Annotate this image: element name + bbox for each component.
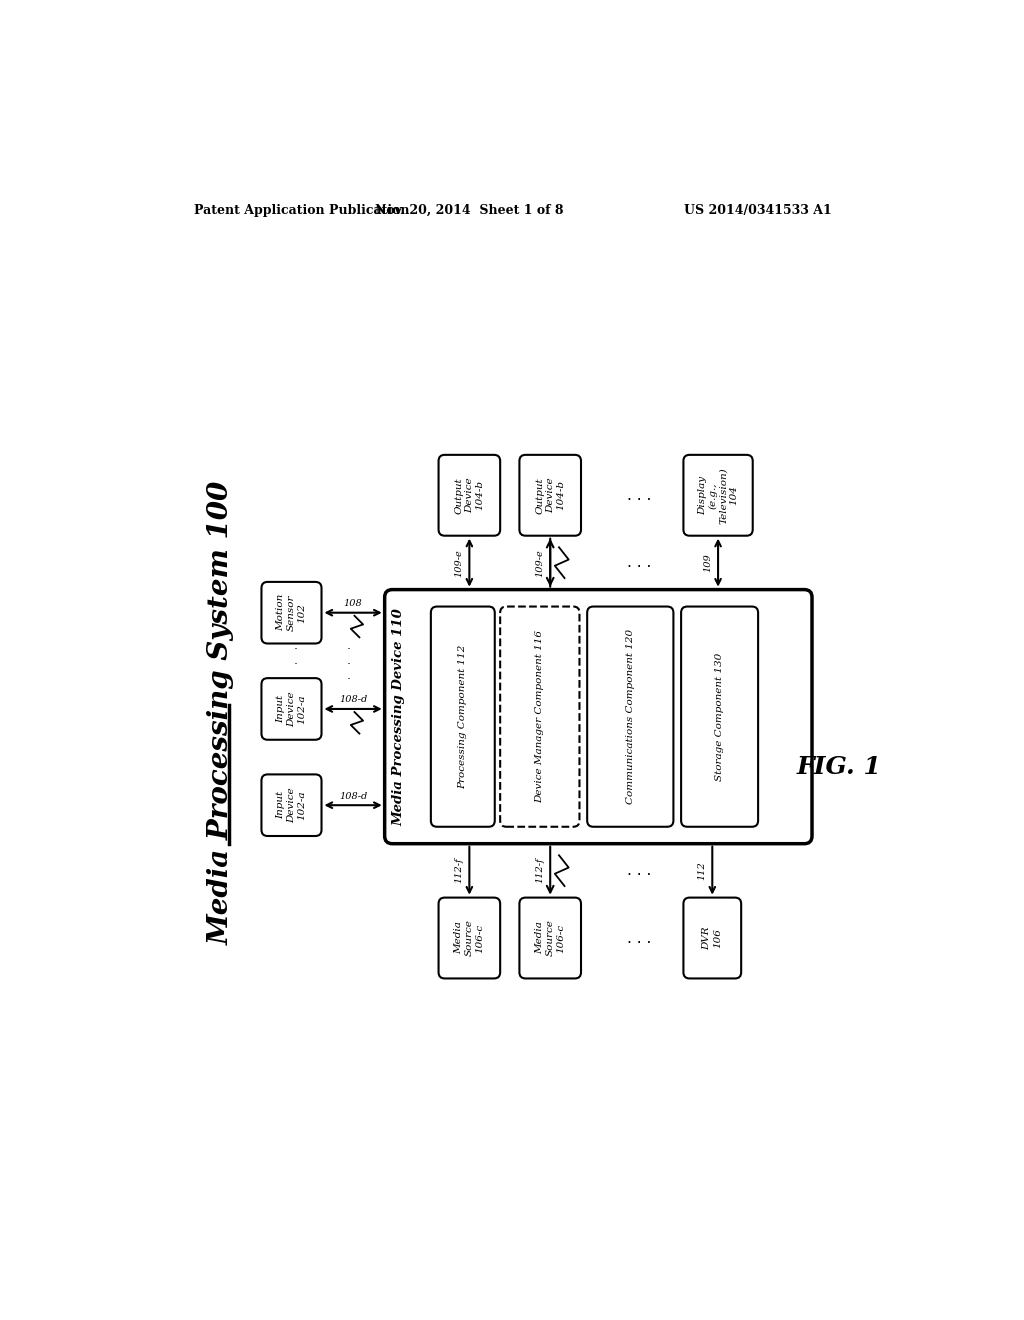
Text: .
.
.: . . . xyxy=(293,639,297,682)
Text: Media Processing System 100: Media Processing System 100 xyxy=(208,480,234,945)
Text: .
.
.: . . . xyxy=(346,639,350,682)
Text: Output
Device
104-b: Output Device 104-b xyxy=(455,477,484,513)
Text: Media Processing Device 110: Media Processing Device 110 xyxy=(392,607,406,825)
Text: . . .: . . . xyxy=(627,863,651,878)
Text: 108-d: 108-d xyxy=(339,792,368,800)
FancyBboxPatch shape xyxy=(587,607,674,826)
FancyBboxPatch shape xyxy=(500,607,580,826)
Text: 109-e: 109-e xyxy=(536,549,544,577)
Text: 112-f: 112-f xyxy=(455,858,463,883)
Text: Input
Device
102-a: Input Device 102-a xyxy=(276,692,306,727)
FancyBboxPatch shape xyxy=(261,775,322,836)
Text: Device Manager Component 116: Device Manager Component 116 xyxy=(536,630,545,803)
Text: Nov. 20, 2014  Sheet 1 of 8: Nov. 20, 2014 Sheet 1 of 8 xyxy=(375,205,563,218)
Text: 109-e: 109-e xyxy=(455,549,463,577)
Text: Processing Component 112: Processing Component 112 xyxy=(459,644,467,789)
FancyBboxPatch shape xyxy=(385,590,812,843)
Text: Media
Source
106-c: Media Source 106-c xyxy=(455,920,484,957)
FancyBboxPatch shape xyxy=(519,898,581,978)
Text: 108-d: 108-d xyxy=(339,696,368,705)
Text: US 2014/0341533 A1: US 2014/0341533 A1 xyxy=(683,205,831,218)
Text: Display
(e.g.,
Television)
104: Display (e.g., Television) 104 xyxy=(698,467,738,524)
FancyBboxPatch shape xyxy=(683,898,741,978)
Text: 108: 108 xyxy=(344,599,362,609)
FancyBboxPatch shape xyxy=(683,455,753,536)
FancyBboxPatch shape xyxy=(438,898,500,978)
Text: . . .: . . . xyxy=(627,931,651,945)
FancyBboxPatch shape xyxy=(681,607,758,826)
Text: DVR
106: DVR 106 xyxy=(702,927,722,950)
Text: FIG. 1: FIG. 1 xyxy=(797,755,882,779)
Text: Media
Source
106-c: Media Source 106-c xyxy=(536,920,565,957)
Text: Motion
Sensor
102: Motion Sensor 102 xyxy=(276,594,306,631)
Text: Communications Component 120: Communications Component 120 xyxy=(626,630,635,804)
FancyBboxPatch shape xyxy=(519,455,581,536)
Text: Input
Device
102-a: Input Device 102-a xyxy=(276,788,306,822)
Text: . . .: . . . xyxy=(627,488,651,503)
Text: 112-f: 112-f xyxy=(536,858,544,883)
FancyBboxPatch shape xyxy=(438,455,500,536)
Text: 112: 112 xyxy=(697,861,707,880)
FancyBboxPatch shape xyxy=(431,607,495,826)
Text: Patent Application Publication: Patent Application Publication xyxy=(194,205,410,218)
Text: Storage Component 130: Storage Component 130 xyxy=(715,652,724,780)
FancyBboxPatch shape xyxy=(261,582,322,644)
Text: 109: 109 xyxy=(702,553,712,572)
FancyBboxPatch shape xyxy=(261,678,322,739)
Text: . . .: . . . xyxy=(627,556,651,570)
Text: Output
Device
104-b: Output Device 104-b xyxy=(536,477,565,513)
